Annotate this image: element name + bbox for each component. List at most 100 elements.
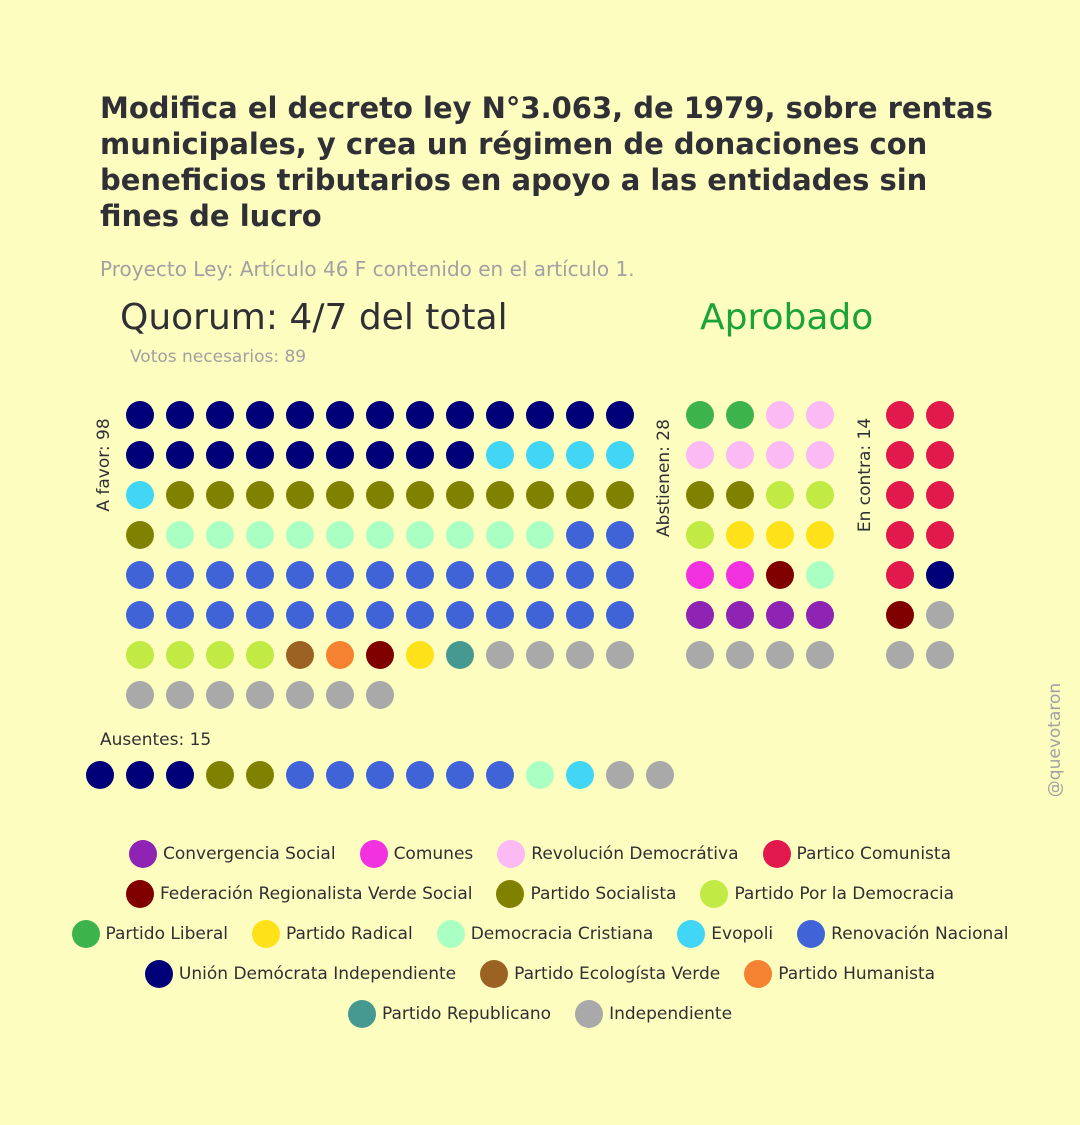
vote-dot-favor-udi (406, 401, 434, 429)
legend-item: Revolución Democrátiva (497, 840, 739, 868)
legend-swatch (480, 960, 509, 988)
vote-dot-favor-dc (406, 521, 434, 549)
vote-dot-favor-rn (566, 521, 594, 549)
legend-label: Convergencia Social (162, 844, 336, 864)
vote-dot-abst-cs (686, 601, 714, 629)
vote-dot-abst-com (726, 561, 754, 589)
vote-dot-favor-udi (326, 441, 354, 469)
vote-dot-ausentes-rn (446, 761, 474, 789)
vote-dot-abst-pl (726, 401, 754, 429)
vote-dot-favor-rn (526, 561, 554, 589)
vote-dot-favor-ind (126, 681, 154, 709)
legend-swatch (71, 920, 100, 948)
vote-dot-contra-pc (886, 401, 914, 429)
vote-dot-favor-rn (606, 561, 634, 589)
legend-swatch (251, 920, 280, 948)
vote-dot-ausentes-rn (406, 761, 434, 789)
vote-dot-favor-ps (406, 481, 434, 509)
legend-row: Convergencia Social Comunes Revolución Dem… (0, 840, 1080, 868)
legend-swatch (347, 1000, 376, 1028)
vote-dot-contra-udi (926, 561, 954, 589)
vote-dot-ausentes-udi (166, 761, 194, 789)
vote-dot-abst-com (686, 561, 714, 589)
vote-dot-abst-cs (726, 601, 754, 629)
vote-dot-favor-udi (246, 401, 274, 429)
legend-item: Federación Regionalista Verde Social (125, 880, 473, 908)
vote-dot-favor-evo (606, 441, 634, 469)
legend-label: Partico Comunista (796, 844, 951, 864)
vote-dot-contra-pc (926, 441, 954, 469)
vote-dot-favor-ind (166, 681, 194, 709)
vote-dot-ausentes-rn (486, 761, 514, 789)
vote-dot-favor-udi (446, 401, 474, 429)
vote-dot-contra-ind (926, 601, 954, 629)
vote-dot-favor-dc (526, 521, 554, 549)
vote-dot-ausentes-ind (606, 761, 634, 789)
vote-dot-favor-rn (366, 561, 394, 589)
vote-dot-favor-udi (606, 401, 634, 429)
legend-swatch (575, 1000, 604, 1028)
vote-dot-ausentes-dc (526, 761, 554, 789)
vote-dot-favor-dc (486, 521, 514, 549)
vote-dot-favor-udi (406, 441, 434, 469)
vote-dot-favor-rn (246, 561, 274, 589)
vote-dot-favor-rn (606, 521, 634, 549)
vote-dot-favor-ps (526, 481, 554, 509)
vote-dot-favor-udi (446, 441, 474, 469)
vote-dot-abst-pr (726, 521, 754, 549)
vote-dot-favor-udi (366, 441, 394, 469)
legend-label: Partido Liberal (105, 924, 228, 944)
abstain-label: Abstienen: 28 (654, 419, 674, 537)
vote-dot-favor-udi (566, 401, 594, 429)
vote-dot-abst-ppd (686, 521, 714, 549)
vote-dot-favor-pev (286, 641, 314, 669)
vote-dot-favor-rn (246, 601, 274, 629)
vote-dot-ausentes-evo (566, 761, 594, 789)
vote-dot-favor-rn (406, 601, 434, 629)
vote-dot-favor-ind (526, 641, 554, 669)
result-label: Aprobado (700, 297, 874, 338)
legend-item: Partido Radical (251, 920, 413, 948)
vote-dot-abst-cs (766, 601, 794, 629)
legend-label: Partido Socialista (530, 884, 677, 904)
legend-label: Comunes (393, 844, 474, 864)
vote-dot-favor-dc (206, 521, 234, 549)
legend-item: Democracia Cristiana (436, 920, 653, 948)
legend-swatch (496, 880, 525, 908)
vote-dot-favor-dc (286, 521, 314, 549)
vote-dot-favor-ind (326, 681, 354, 709)
vote-dot-favor-udi (206, 441, 234, 469)
legend-swatch (497, 840, 526, 868)
vote-dot-favor-udi (246, 441, 274, 469)
vote-dot-favor-rn (326, 561, 354, 589)
vote-dot-favor-ps (606, 481, 634, 509)
legend-item: Comunes (359, 840, 474, 868)
vote-dot-contra-ind (886, 641, 914, 669)
vote-dot-ausentes-ps (246, 761, 274, 789)
legend-item: Partido Humanista (744, 960, 935, 988)
legend-item: Partico Comunista (762, 840, 951, 868)
vote-dot-contra-pc (926, 521, 954, 549)
vote-dot-abst-ind (806, 641, 834, 669)
vote-dot-favor-ps (126, 521, 154, 549)
legend-row: Partido Republicano Independiente (0, 1000, 1080, 1028)
legend-label: Partido Republicano (381, 1004, 552, 1024)
legend-label: Evopoli (711, 924, 774, 944)
legend-item: Partido Ecologísta Verde (480, 960, 720, 988)
vote-dot-abst-rd (686, 441, 714, 469)
vote-dot-abst-pr (766, 521, 794, 549)
vote-dot-favor-ps (366, 481, 394, 509)
vote-dot-abst-ppd (766, 481, 794, 509)
vote-dot-favor-rn (126, 561, 154, 589)
vote-dot-favor-ps (486, 481, 514, 509)
vote-dot-favor-udi (366, 401, 394, 429)
vote-dot-abst-rd (806, 401, 834, 429)
legend-label: Federación Regionalista Verde Social (159, 884, 473, 904)
votes-needed: Votos necesarios: 89 (130, 347, 307, 367)
vote-dot-favor-udi (526, 401, 554, 429)
watermark-handle: @quevotaron (1045, 682, 1065, 798)
vote-dot-ausentes-rn (326, 761, 354, 789)
vote-dot-abst-rd (806, 441, 834, 469)
legend-item: Partido Por la Democracia (700, 880, 954, 908)
against-label: En contra: 14 (855, 417, 875, 533)
